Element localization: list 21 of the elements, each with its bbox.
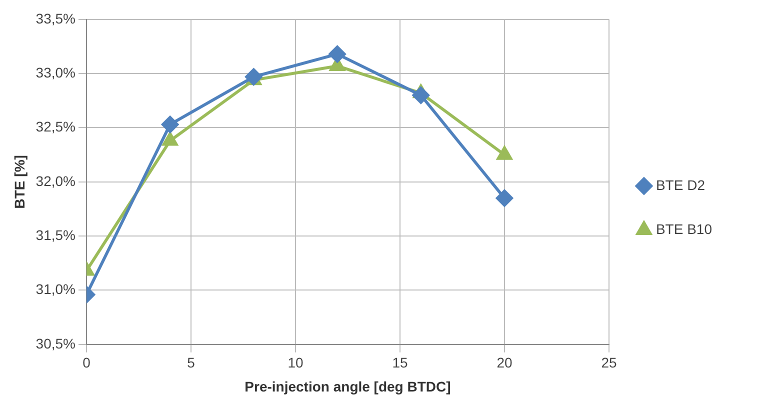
x-axis-title: Pre-injection angle [deg BTDC] (244, 378, 451, 394)
point (162, 116, 179, 133)
x-tick-label: 25 (601, 354, 617, 371)
y-tick-label: 32,5% (36, 118, 76, 135)
point (496, 190, 513, 207)
legend-label: BTE D2 (656, 176, 706, 193)
legend-label: BTE B10 (656, 220, 712, 237)
y-tick-label: 30,5% (36, 335, 76, 352)
x-tick-label: 10 (288, 354, 304, 371)
x-tick-label: 20 (496, 354, 512, 371)
x-tick-label: 0 (82, 354, 91, 371)
y-tick-label: 32,0% (36, 172, 76, 189)
x-tick-label: 15 (392, 354, 408, 371)
y-tick-label: 31,5% (36, 226, 76, 243)
point (328, 46, 346, 63)
point (412, 86, 430, 104)
y-tick-label: 33,0% (36, 64, 76, 80)
y-tick-label: 33,5% (36, 10, 76, 26)
y-axis-title: BTE [%] (11, 155, 28, 209)
x-tick-label: 5 (187, 354, 196, 371)
y-tick-label: 31,0% (36, 281, 76, 298)
